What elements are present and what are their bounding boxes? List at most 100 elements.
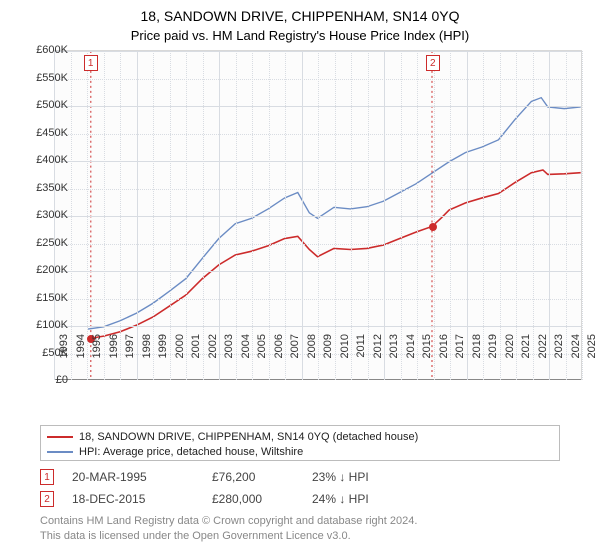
gridline-v [137, 51, 138, 380]
gridline-v [186, 51, 187, 380]
transaction-delta: 23% ↓ HPI [312, 470, 432, 484]
legend-label: HPI: Average price, detached house, Wilt… [79, 446, 303, 458]
transaction-price: £76,200 [212, 470, 312, 484]
gridline-v [71, 51, 72, 380]
marker-dot [429, 223, 437, 231]
y-axis-label: £550K [36, 72, 68, 84]
transaction-price: £280,000 [212, 492, 312, 506]
transaction-delta: 24% ↓ HPI [312, 492, 432, 506]
marker-number-box: 1 [84, 55, 98, 71]
gridline-v [500, 51, 501, 380]
chart-container: 18, SANDOWN DRIVE, CHIPPENHAM, SN14 0YQ … [0, 0, 600, 560]
x-axis-label: 2014 [405, 334, 417, 358]
footer-line: This data is licensed under the Open Gov… [40, 529, 417, 544]
transaction-row: 1 20-MAR-1995 £76,200 23% ↓ HPI [40, 466, 560, 488]
legend-swatch [47, 436, 73, 438]
x-axis-label: 2008 [306, 334, 318, 358]
x-axis-label: 2007 [289, 334, 301, 358]
x-axis-label: 2013 [388, 334, 400, 358]
gridline-v [434, 51, 435, 380]
x-axis-label: 2017 [454, 334, 466, 358]
y-axis-label: £600K [36, 44, 68, 56]
gridline-v [153, 51, 154, 380]
x-axis-label: 2004 [240, 334, 252, 358]
gridline-v [351, 51, 352, 380]
transaction-row: 2 18-DEC-2015 £280,000 24% ↓ HPI [40, 488, 560, 510]
gridline-v [483, 51, 484, 380]
gridline-v [318, 51, 319, 380]
x-axis-label: 2015 [421, 334, 433, 358]
y-axis-label: £450K [36, 127, 68, 139]
gridline-v [566, 51, 567, 380]
marker-number-box: 2 [426, 55, 440, 71]
gridline-v [120, 51, 121, 380]
y-axis-label: £300K [36, 209, 68, 221]
legend-label: 18, SANDOWN DRIVE, CHIPPENHAM, SN14 0YQ … [79, 431, 418, 443]
x-axis-label: 2019 [487, 334, 499, 358]
series-line-price_paid [91, 170, 581, 338]
x-axis-label: 2025 [586, 334, 598, 358]
gridline-v [417, 51, 418, 380]
x-axis-label: 2003 [223, 334, 235, 358]
legend-item: HPI: Average price, detached house, Wilt… [47, 444, 553, 459]
legend-box: 18, SANDOWN DRIVE, CHIPPENHAM, SN14 0YQ … [40, 425, 560, 461]
x-axis-label: 2000 [174, 334, 186, 358]
gridline-v [104, 51, 105, 380]
x-axis-label: 2024 [570, 334, 582, 358]
gridline-v [549, 51, 550, 380]
x-axis-label: 1998 [141, 334, 153, 358]
y-axis-label: £250K [36, 237, 68, 249]
gridline-v [269, 51, 270, 380]
x-axis-label: 1999 [157, 334, 169, 358]
gridline-v [450, 51, 451, 380]
x-axis-label: 2012 [372, 334, 384, 358]
x-axis-label: 2009 [322, 334, 334, 358]
legend-swatch [47, 451, 73, 453]
y-axis-label: £350K [36, 182, 68, 194]
gridline-v [384, 51, 385, 380]
transaction-table: 1 20-MAR-1995 £76,200 23% ↓ HPI 2 18-DEC… [40, 466, 560, 510]
x-axis-label: 1994 [75, 334, 87, 358]
y-axis-label: £0 [56, 374, 68, 386]
gridline-v [87, 51, 88, 380]
x-axis-label: 1996 [108, 334, 120, 358]
transaction-marker-icon: 2 [40, 491, 54, 507]
y-axis-label: £400K [36, 154, 68, 166]
gridline-v [236, 51, 237, 380]
gridline-v [582, 51, 583, 380]
x-axis-label: 2002 [207, 334, 219, 358]
gridline-v [252, 51, 253, 380]
gridline-v [516, 51, 517, 380]
x-axis-label: 2005 [256, 334, 268, 358]
x-axis-label: 2010 [339, 334, 351, 358]
x-axis-label: 2018 [471, 334, 483, 358]
x-axis-label: 2021 [520, 334, 532, 358]
x-axis-label: 2011 [355, 334, 367, 358]
y-axis-label: £150K [36, 292, 68, 304]
gridline-v [467, 51, 468, 380]
x-axis-label: 2022 [537, 334, 549, 358]
chart-title: 18, SANDOWN DRIVE, CHIPPENHAM, SN14 0YQ [0, 0, 600, 24]
chart-subtitle: Price paid vs. HM Land Registry's House … [0, 24, 600, 43]
x-axis-label: 2001 [190, 334, 202, 358]
y-axis-label: £500K [36, 99, 68, 111]
y-axis-label: £200K [36, 264, 68, 276]
x-axis-label: 1995 [91, 334, 103, 358]
y-axis-label: £100K [36, 319, 68, 331]
gridline-v [302, 51, 303, 380]
gridline-v [203, 51, 204, 380]
x-axis-label: 1997 [124, 334, 136, 358]
x-axis-label: 1993 [58, 334, 70, 358]
gridline-v [285, 51, 286, 380]
gridline-v [335, 51, 336, 380]
gridline-v [533, 51, 534, 380]
legend-item: 18, SANDOWN DRIVE, CHIPPENHAM, SN14 0YQ … [47, 429, 553, 444]
plot-area: 12 [54, 50, 582, 380]
x-axis-label: 2006 [273, 334, 285, 358]
x-axis-label: 2016 [438, 334, 450, 358]
footer-attribution: Contains HM Land Registry data © Crown c… [40, 514, 417, 544]
gridline-v [170, 51, 171, 380]
gridline-v [368, 51, 369, 380]
transaction-marker-icon: 1 [40, 469, 54, 485]
gridline-v [219, 51, 220, 380]
